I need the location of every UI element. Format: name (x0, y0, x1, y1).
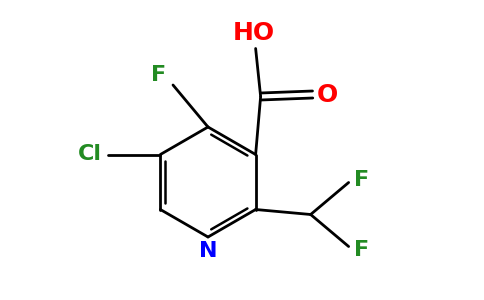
Text: HO: HO (233, 22, 275, 46)
Text: F: F (151, 65, 166, 85)
Text: F: F (354, 169, 369, 190)
Text: Cl: Cl (78, 145, 103, 164)
Text: F: F (354, 239, 369, 260)
Text: O: O (317, 82, 338, 106)
Text: N: N (199, 241, 217, 261)
